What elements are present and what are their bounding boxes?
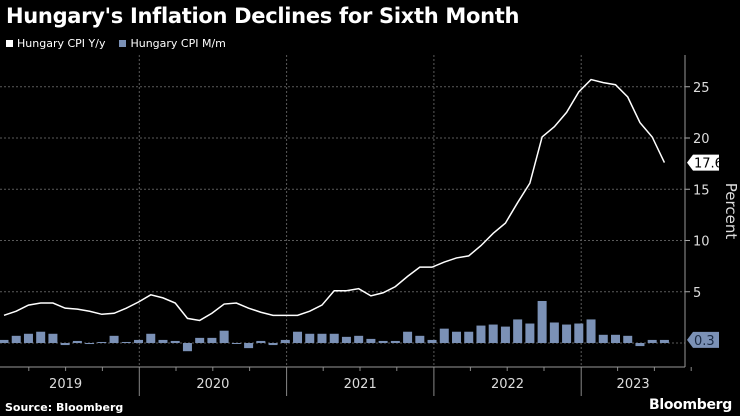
bar-mm xyxy=(219,330,229,343)
bar-mm xyxy=(598,334,608,343)
bar-mm xyxy=(354,335,364,343)
bar-mm xyxy=(513,319,523,343)
last-value-yy: 17.6 xyxy=(694,157,723,172)
bar-mm xyxy=(415,335,425,343)
bar-mm xyxy=(500,326,510,343)
bar-mm xyxy=(464,331,474,343)
bar-mm xyxy=(85,343,95,345)
bar-mm xyxy=(97,341,107,343)
x-tick-label: 2021 xyxy=(344,377,377,392)
y-tick-label: 25 xyxy=(693,81,710,96)
bar-mm xyxy=(60,343,70,346)
bar-mm xyxy=(36,331,46,343)
bar-mm xyxy=(476,325,486,343)
bar-mm xyxy=(244,343,254,349)
bar-mm xyxy=(390,340,400,343)
legend-item-mm: Hungary CPI M/m xyxy=(119,37,226,50)
bar-mm xyxy=(562,324,572,343)
bar-mm xyxy=(48,333,58,343)
bar-mm xyxy=(256,340,266,343)
last-value-mm: 0.3 xyxy=(694,334,715,349)
bar-mm xyxy=(293,331,303,343)
x-tick-label: 2019 xyxy=(49,377,82,392)
bloomberg-logo: Bloomberg xyxy=(648,397,732,413)
bar-mm xyxy=(525,323,535,343)
y-axis-label: Percent xyxy=(722,183,740,240)
bar-mm xyxy=(537,300,547,343)
line-yy xyxy=(3,78,666,322)
bar-mm xyxy=(0,339,9,343)
bar-mm xyxy=(207,337,217,343)
last-value-yy-box xyxy=(687,154,719,171)
bar-mm xyxy=(549,322,559,343)
bar-mm xyxy=(11,335,21,343)
bar-mm xyxy=(72,340,82,343)
bar-mm xyxy=(195,337,205,343)
bar-mm xyxy=(611,334,620,343)
legend-item-yy: Hungary CPI Y/y xyxy=(6,37,105,50)
legend-swatch-mm xyxy=(119,40,127,47)
bar-mm xyxy=(170,340,180,343)
bar-mm xyxy=(23,333,33,343)
bar-mm xyxy=(268,343,278,346)
bar-mm xyxy=(378,340,388,343)
legend-swatch-yy xyxy=(6,40,13,47)
bar-mm xyxy=(586,319,596,343)
bar-mm xyxy=(182,343,192,352)
bar-mm xyxy=(403,331,413,343)
bar-mm xyxy=(341,336,351,343)
legend: Hungary CPI Y/y Hungary CPI M/m xyxy=(6,37,226,50)
bar-mm xyxy=(317,333,327,343)
bar-mm xyxy=(305,333,315,343)
bar-mm xyxy=(121,341,131,343)
x-tick-label: 2022 xyxy=(491,377,524,392)
chart-title: Hungary's Inflation Declines for Sixth M… xyxy=(6,4,520,28)
bar-mm xyxy=(623,335,633,343)
x-tick-label: 2023 xyxy=(617,377,650,392)
last-value-mm-box xyxy=(687,331,719,348)
bar-mm xyxy=(647,339,657,343)
y-tick-label: 20 xyxy=(693,132,710,147)
bar-mm xyxy=(366,338,376,343)
bar-mm xyxy=(329,333,339,343)
x-tick-label: 2020 xyxy=(196,377,229,392)
bar-mm xyxy=(574,323,584,343)
bar-mm xyxy=(158,339,168,343)
bar-mm xyxy=(280,339,290,343)
bar-mm xyxy=(635,343,645,347)
bar-mm xyxy=(146,333,156,343)
bar-mm xyxy=(452,331,462,343)
bar-mm xyxy=(231,343,241,344)
legend-label-mm: Hungary CPI M/m xyxy=(130,37,226,50)
bar-mm xyxy=(488,324,498,343)
source-note: Source: Bloomberg xyxy=(5,401,124,414)
bar-mm xyxy=(427,339,437,343)
bar-mm xyxy=(439,328,449,343)
y-tick-label: 15 xyxy=(693,183,710,198)
bar-mm xyxy=(109,335,119,343)
legend-label-yy: Hungary CPI Y/y xyxy=(17,37,106,50)
bar-mm xyxy=(659,339,669,343)
bar-mm xyxy=(134,339,144,343)
y-tick-label: 10 xyxy=(693,235,710,250)
y-tick-label: 5 xyxy=(693,286,701,301)
